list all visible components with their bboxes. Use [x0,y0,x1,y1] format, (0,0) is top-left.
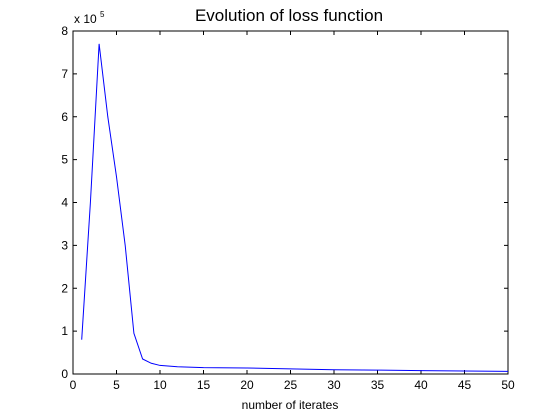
y-tick-label: 6 [61,110,68,124]
y-tick-label: 5 [61,153,68,167]
plot-area [72,30,509,375]
y-multiplier: x 10 5 [74,10,105,26]
x-tick-label: 35 [371,378,385,392]
x-tick-label: 15 [197,378,211,392]
series-group [81,43,509,372]
x-tick-label: 5 [113,378,120,392]
x-tick-label: 30 [327,378,341,392]
x-tick-label: 10 [153,378,167,392]
y-tick-label: 8 [61,24,68,38]
y-tick-label: 3 [61,238,68,252]
y-multiplier-base: x 10 [74,12,97,26]
y-multiplier-exponent: 5 [100,10,105,19]
x-tick-label: 0 [70,378,77,392]
x-tick-label: 50 [501,378,515,392]
x-tick-label: 45 [458,378,472,392]
y-tick-label: 1 [61,324,68,338]
y-tick-label: 2 [61,281,68,295]
x-tick-label: 25 [284,378,298,392]
x-axis-label: number of iterates [242,398,339,412]
loss-series-line [81,43,509,372]
x-tick-label: 20 [240,378,254,392]
x-tick-label: 40 [414,378,428,392]
y-tick-label: 7 [61,67,68,81]
chart-title: Evolution of loss function [195,6,383,25]
y-tick-label: 0 [61,367,68,381]
y-tick-label: 4 [61,196,68,210]
